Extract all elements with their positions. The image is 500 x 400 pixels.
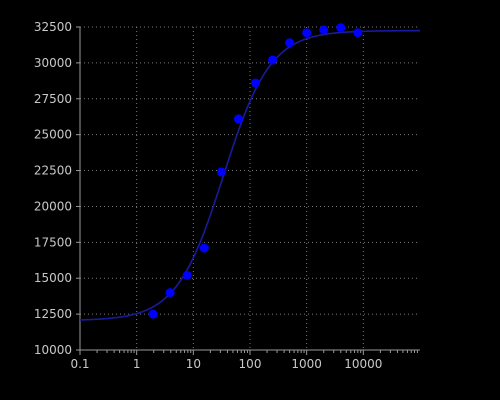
data-point xyxy=(233,114,243,124)
data-point xyxy=(336,23,346,33)
axes xyxy=(76,26,420,355)
y-tick-label: 25000 xyxy=(34,128,72,142)
y-tick-label: 10000 xyxy=(34,343,72,357)
x-tick-label: 100 xyxy=(239,357,262,371)
y-tick-label: 12500 xyxy=(34,307,72,321)
y-tick-label: 15000 xyxy=(34,271,72,285)
data-point xyxy=(148,309,158,319)
x-tick-label: 1 xyxy=(133,357,141,371)
data-point xyxy=(216,167,226,177)
y-tick-label: 17500 xyxy=(34,235,72,249)
data-point xyxy=(319,25,329,35)
fit-curve-layer xyxy=(79,29,420,321)
data-point xyxy=(199,243,209,253)
x-tick-label: 10 xyxy=(186,357,201,371)
x-tick-label: 1000 xyxy=(291,357,322,371)
data-points-layer xyxy=(148,23,363,319)
data-point xyxy=(302,28,312,38)
data-point xyxy=(353,28,363,38)
y-tick-label: 27500 xyxy=(34,92,72,106)
y-tick-label: 22500 xyxy=(34,164,72,178)
fit-curve xyxy=(79,29,420,321)
y-tick-label: 20000 xyxy=(34,199,72,213)
y-tick-label: 32500 xyxy=(34,20,72,34)
x-tick-label: 0.1 xyxy=(70,357,89,371)
y-tick-label: 30000 xyxy=(34,56,72,70)
x-tick-label: 10000 xyxy=(344,357,382,371)
tick-labels: 10000 12500 15000 17500 20000 22500 25000 27500… xyxy=(34,20,383,371)
data-point xyxy=(165,288,175,298)
data-point xyxy=(182,270,192,280)
data-point xyxy=(285,38,295,48)
data-point xyxy=(250,78,260,88)
data-point xyxy=(268,55,278,65)
